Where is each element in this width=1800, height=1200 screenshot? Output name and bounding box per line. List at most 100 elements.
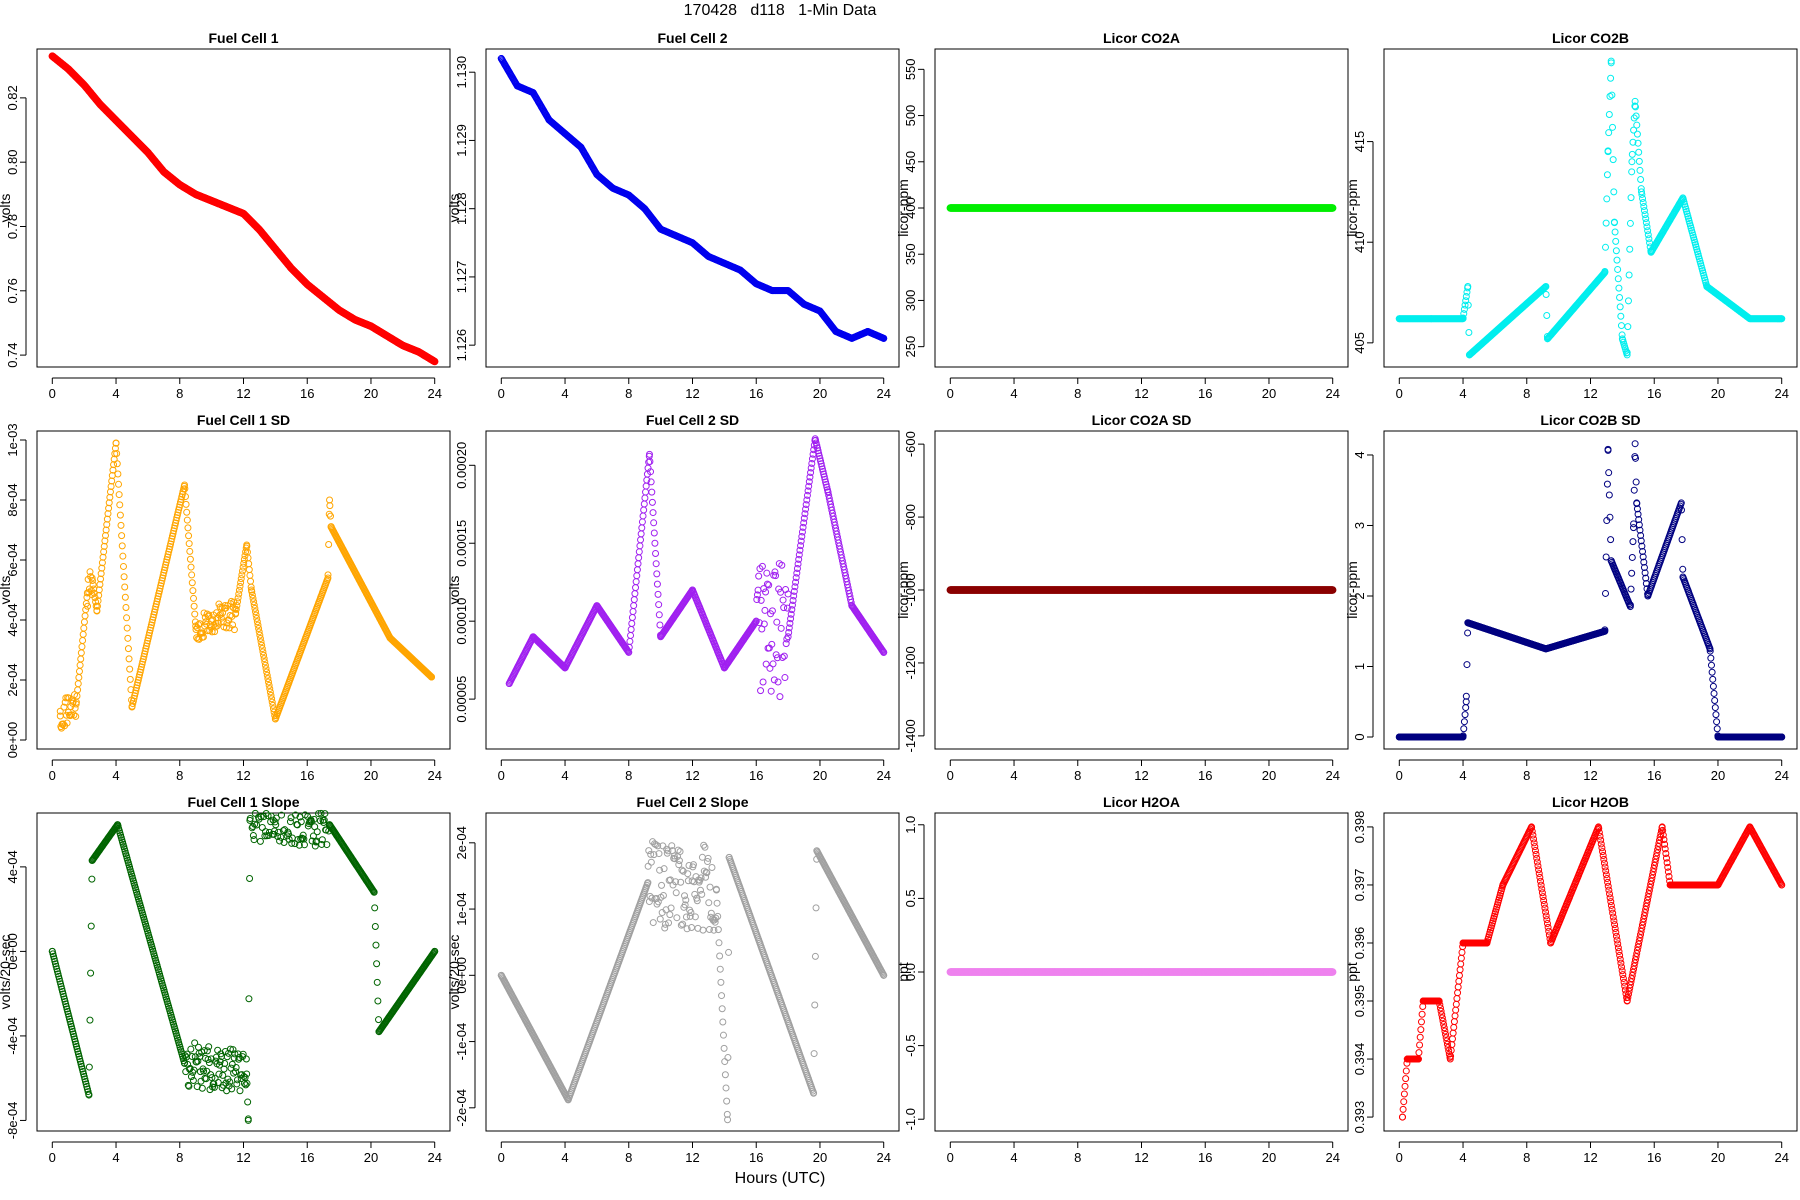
data-point xyxy=(415,348,423,356)
data-point xyxy=(79,637,87,645)
data-point xyxy=(978,204,986,212)
data-point xyxy=(648,488,656,496)
data-point xyxy=(121,593,129,601)
data-point xyxy=(247,577,255,585)
chart-title: Licor CO2A SD xyxy=(1092,412,1192,428)
data-point xyxy=(188,571,196,579)
data-point xyxy=(784,287,792,295)
data-point xyxy=(1613,256,1621,264)
x-tick-label: 12 xyxy=(236,386,250,401)
data-point xyxy=(1617,322,1625,330)
data-point xyxy=(642,482,650,490)
data-point xyxy=(1637,176,1645,184)
data-point xyxy=(632,584,640,592)
data-point xyxy=(609,184,617,192)
x-tick-label: 24 xyxy=(876,768,890,783)
data-point xyxy=(1542,291,1550,299)
data-point xyxy=(1616,303,1624,311)
data-point xyxy=(653,580,661,588)
data-point xyxy=(74,680,82,688)
data-point xyxy=(720,259,728,267)
data-point xyxy=(757,596,765,604)
data-point xyxy=(633,572,641,580)
data-point xyxy=(74,686,82,694)
data-point xyxy=(654,590,662,598)
data-point xyxy=(652,549,660,557)
x-tick-label: 20 xyxy=(364,768,378,783)
data-point xyxy=(779,596,787,604)
data-point xyxy=(246,571,254,579)
data-point xyxy=(1627,194,1635,202)
data-point xyxy=(636,542,644,550)
data-point xyxy=(816,307,824,315)
x-tick-label: 12 xyxy=(1134,768,1148,783)
data-point xyxy=(77,655,85,663)
chart-title: Licor CO2A xyxy=(1103,30,1180,46)
data-point xyxy=(652,560,660,568)
y-tick-label: 350 xyxy=(903,243,918,265)
data-point xyxy=(1636,166,1644,174)
data-point xyxy=(399,341,407,349)
data-point xyxy=(78,643,86,651)
data-point xyxy=(116,501,124,509)
y-tick-label: 0.76 xyxy=(5,278,20,303)
data-point xyxy=(1465,329,1473,337)
data-point xyxy=(946,204,954,212)
data-point xyxy=(77,649,85,657)
x-tick-label: 0 xyxy=(947,768,954,783)
data-point xyxy=(431,358,439,366)
data-point xyxy=(640,500,648,508)
data-point xyxy=(245,566,253,574)
data-point xyxy=(635,554,643,562)
data-point xyxy=(190,602,198,610)
data-point xyxy=(1138,204,1145,212)
data-point xyxy=(192,190,200,198)
data-point xyxy=(326,502,334,510)
data-point xyxy=(635,548,643,556)
data-point xyxy=(630,602,638,610)
data-point xyxy=(183,516,191,524)
data-point xyxy=(545,116,553,124)
data-point xyxy=(76,661,84,669)
data-point xyxy=(769,660,777,668)
x-tick-label: 8 xyxy=(625,386,632,401)
data-point xyxy=(1624,323,1632,331)
data-point xyxy=(1625,271,1633,279)
data-point xyxy=(638,524,646,532)
data-point xyxy=(1602,219,1610,227)
data-point xyxy=(1603,171,1611,179)
x-tick-label: 24 xyxy=(876,386,890,401)
data-point xyxy=(75,667,83,675)
x-tick-label: 16 xyxy=(1198,768,1212,783)
x-tick-label: 4 xyxy=(1459,386,1466,401)
data-point xyxy=(634,560,642,568)
data-point xyxy=(255,226,263,234)
x-tick-label: 0 xyxy=(49,386,56,401)
y-axis-label: volts xyxy=(446,194,462,223)
data-point xyxy=(1628,158,1636,166)
data-point xyxy=(1624,297,1632,305)
x-tick-label: 4 xyxy=(112,768,119,783)
y-tick-label: 0.00005 xyxy=(454,676,469,723)
data-point xyxy=(126,675,134,683)
data-point xyxy=(1233,204,1241,212)
data-point xyxy=(763,569,771,577)
data-point xyxy=(1074,204,1082,212)
plot-frame xyxy=(485,48,900,368)
x-tick-label: 20 xyxy=(813,768,827,783)
x-tick-label: 16 xyxy=(1647,386,1661,401)
data-point xyxy=(650,519,658,527)
data-point xyxy=(1460,310,1468,318)
data-point xyxy=(628,614,636,622)
data-point xyxy=(123,624,131,632)
data-point xyxy=(1607,74,1615,82)
data-point xyxy=(1010,204,1018,212)
data-point xyxy=(187,563,195,571)
x-tick-label: 8 xyxy=(1074,768,1081,783)
x-tick-label: 8 xyxy=(176,386,183,401)
data-point xyxy=(303,280,311,288)
data-point xyxy=(848,334,856,342)
data-point xyxy=(1612,237,1620,245)
